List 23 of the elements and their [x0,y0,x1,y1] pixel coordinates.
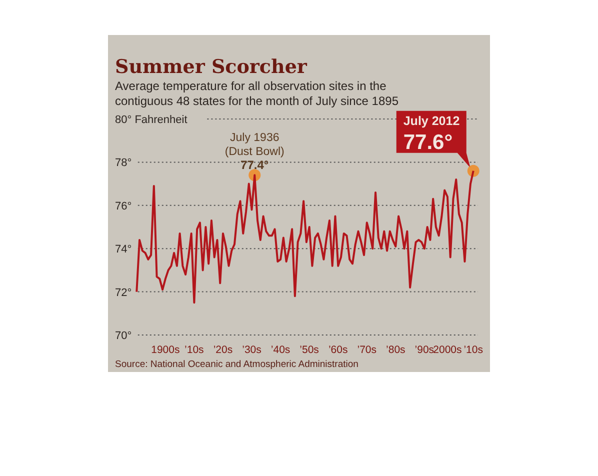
chart-title: Summer Scorcher [115,56,308,78]
y-tick-label: 80° Fahrenheit [115,114,188,126]
x-tick-label: ’10s [464,344,483,356]
y-tick-label: 72° [115,286,132,299]
x-tick-label: ’20s [213,344,233,356]
source-note: Source: National Oceanic and Atmospheric Administration [115,359,358,370]
x-tick-label: 2000s [433,344,462,356]
chart-subtitle: Average temperature for all observation sites in the contiguous 48 states for the month of July since 1895 [115,79,399,108]
y-tick-label: 70° [115,330,132,342]
x-tick-label: ’30s [242,344,262,356]
annotation: July 1936 (Dust Bowl) 77.4° [224,132,285,172]
x-tick-label: ’90s [414,344,434,356]
x-tick-label: 1900s [151,344,180,356]
x-tick-label: ’80s [386,344,406,356]
x-tick-label: ’10s [184,344,204,356]
x-tick-label: ’50s [300,344,319,356]
y-tick-label: 76° [115,200,132,212]
x-tick-label: ’60s [328,344,348,356]
x-tick-label: ’70s [357,344,377,356]
y-tick-label: 78° [115,157,132,170]
y-tick-label: 74° [115,244,132,256]
x-tick-label: ’40s [270,344,290,356]
annotation: July 2012 77.6° [403,114,460,154]
